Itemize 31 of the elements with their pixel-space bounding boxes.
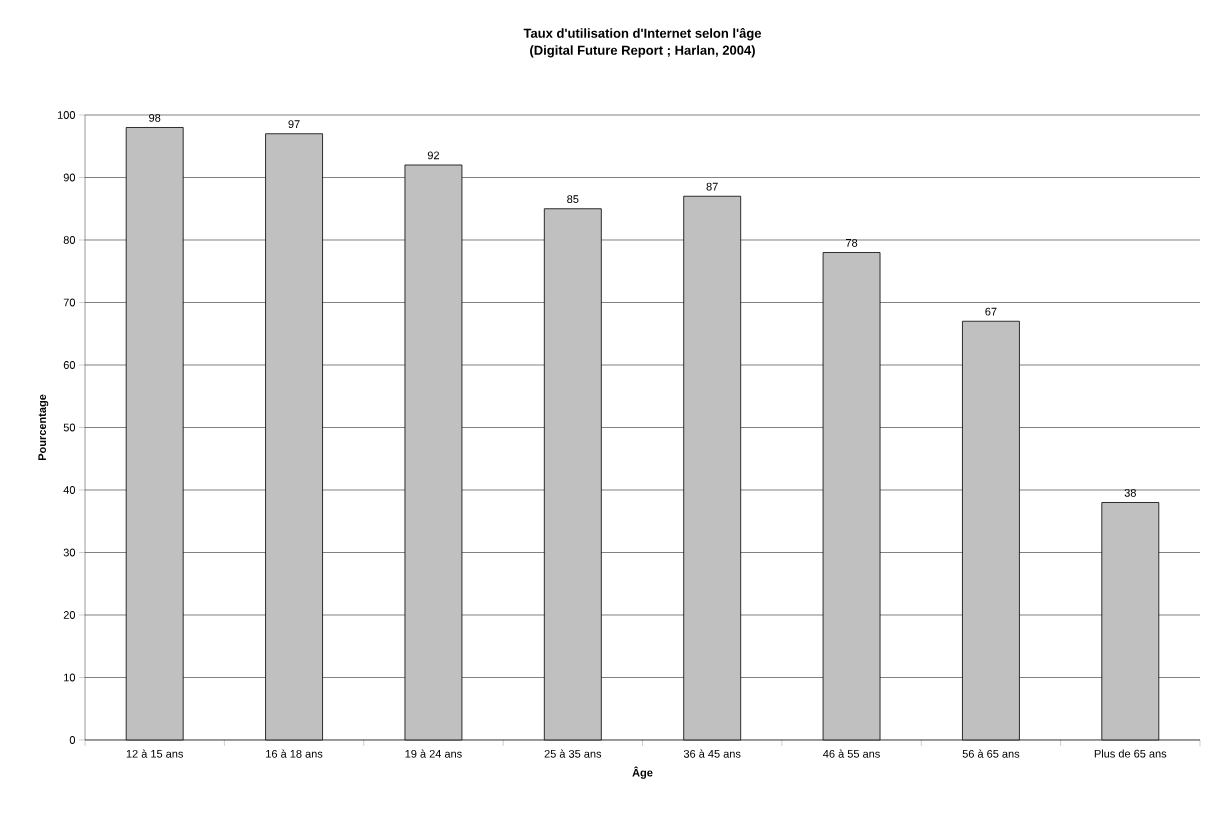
y-tick-label: 60 — [63, 361, 76, 369]
y-tick-label: 80 — [63, 236, 76, 244]
y-tick-label: 40 — [63, 486, 76, 494]
y-tick-label: 0 — [69, 736, 76, 744]
x-tick-label: 19 à 24 ans — [405, 749, 462, 758]
x-tick-label: 16 à 18 ans — [266, 749, 323, 758]
data-label: 98 — [149, 113, 161, 122]
y-tick-label: 90 — [63, 173, 76, 182]
chart-title: Taux d'utilisation d'Internet selon l'âge — [523, 27, 762, 41]
data-label: 97 — [288, 120, 300, 129]
data-label: 67 — [985, 307, 997, 316]
chart-subtitle: (Digital Future Report ; Harlan, 2004) — [530, 45, 755, 58]
y-tick-label: 50 — [63, 423, 76, 432]
y-tick-label: 10 — [64, 673, 76, 682]
y-tick-label: 20 — [63, 611, 76, 619]
data-label: 38 — [1124, 488, 1136, 497]
data-label: 87 — [706, 182, 718, 191]
x-tick-label: 36 à 45 ans — [683, 749, 741, 758]
x-axis-title: Âge — [632, 766, 653, 779]
y-axis-title: Pourcentage — [38, 394, 49, 461]
y-tick-label: 30 — [63, 548, 76, 557]
data-label: 85 — [567, 195, 579, 204]
data-label: 78 — [846, 238, 858, 247]
y-tick-label: 70 — [63, 298, 76, 307]
y-tick-label: 100 — [57, 111, 76, 119]
x-tick-label: 25 à 35 ans — [544, 749, 602, 758]
x-tick-label: 56 à 65 ans — [962, 749, 1020, 758]
x-tick-label: 46 à 55 ans — [823, 749, 880, 758]
x-tick-label: 12 à 15 ans — [126, 749, 184, 758]
data-label: 92 — [427, 151, 440, 160]
x-tick-label: Plus de 65 ans — [1094, 749, 1167, 758]
